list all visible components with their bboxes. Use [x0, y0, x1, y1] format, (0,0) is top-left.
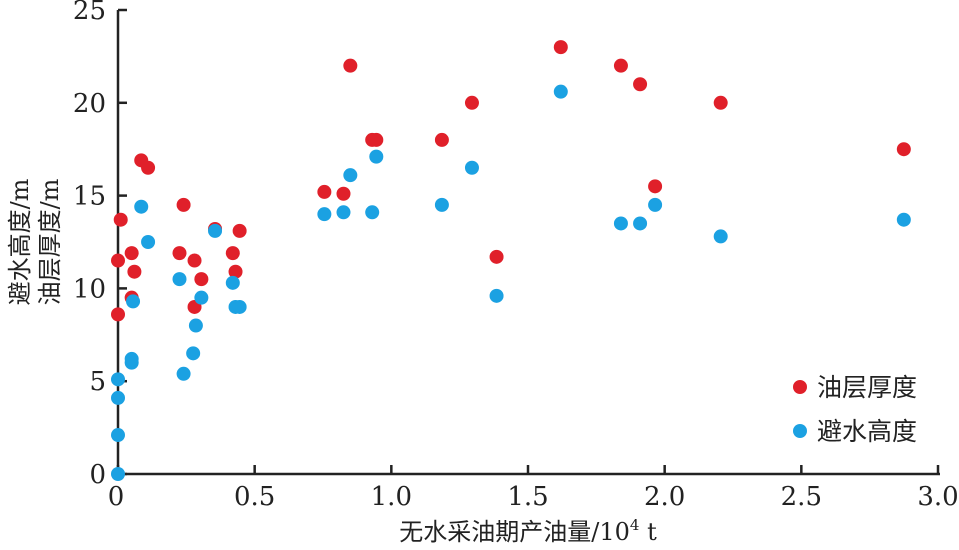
data-point — [124, 246, 139, 261]
legend-marker-water-avoid-height — [793, 424, 807, 438]
y-axis-title-line-1: 避水高度/m — [6, 178, 34, 305]
data-points — [111, 40, 911, 481]
x-tick-label: 0 — [108, 482, 125, 512]
x-tick-label: 2.5 — [781, 482, 822, 512]
data-point — [111, 390, 125, 405]
data-point — [434, 197, 449, 212]
data-point — [464, 160, 479, 175]
data-point — [194, 272, 209, 287]
data-point — [111, 467, 125, 481]
y-tick-label: 10 — [73, 274, 106, 304]
axis-ticks: 0 0.5 1.0 1.5 2.0 2.5 3.0 0 5 10 15 20 25 — [73, 0, 959, 512]
data-point — [111, 307, 125, 322]
y-tick-label: 20 — [73, 89, 106, 119]
y-axis-title-line-2: 油层厚度/m — [36, 178, 64, 305]
legend: 油层厚度 避水高度 — [793, 373, 917, 446]
y-tick-label: 5 — [89, 367, 106, 397]
data-point — [336, 205, 351, 220]
data-point — [208, 223, 223, 238]
data-point — [336, 186, 351, 201]
data-point — [553, 40, 568, 55]
data-point — [111, 253, 125, 268]
data-point — [365, 205, 380, 220]
data-point — [176, 366, 191, 381]
data-point — [434, 132, 449, 147]
data-point — [187, 253, 202, 268]
data-point — [232, 299, 247, 314]
data-point — [613, 216, 628, 231]
data-point — [228, 264, 243, 279]
data-point — [127, 264, 142, 279]
data-point — [369, 149, 384, 164]
data-point — [489, 249, 504, 264]
data-point — [464, 95, 479, 110]
data-point — [648, 197, 663, 212]
data-point — [172, 246, 187, 261]
x-tick-label: 0.5 — [234, 482, 275, 512]
data-point — [633, 77, 648, 92]
x-axis-title: 无水采油期产油量/104 t — [399, 516, 657, 546]
x-axis-title-superscript: 4 — [630, 516, 640, 534]
x-tick-label: 2.0 — [644, 482, 685, 512]
data-point — [553, 84, 568, 99]
data-point — [188, 318, 203, 333]
data-point — [141, 235, 156, 249]
data-point — [633, 216, 648, 231]
data-point — [176, 197, 191, 212]
data-point — [134, 199, 149, 214]
y-tick-label: 0 — [89, 460, 106, 490]
data-point — [225, 246, 240, 261]
x-axis-title-main: 无水采油期产油量/10 — [399, 518, 630, 546]
legend-marker-oil-thickness — [793, 380, 807, 394]
data-point — [172, 272, 187, 287]
data-point — [896, 212, 911, 227]
data-point — [343, 168, 358, 183]
data-point — [225, 275, 240, 290]
data-point — [194, 290, 209, 305]
y-tick-label: 15 — [73, 182, 106, 212]
data-point — [124, 351, 139, 366]
series-1 — [111, 84, 911, 481]
data-point — [317, 184, 332, 199]
data-point — [343, 58, 358, 73]
data-point — [648, 179, 663, 194]
data-point — [141, 160, 156, 175]
data-point — [113, 212, 128, 227]
data-point — [896, 142, 911, 157]
data-point — [613, 58, 628, 73]
x-axis-title-unit: t — [639, 518, 657, 546]
data-point — [186, 346, 201, 361]
data-point — [369, 132, 384, 147]
data-point — [111, 428, 125, 443]
data-point — [489, 288, 504, 303]
y-tick-label: 25 — [73, 0, 106, 26]
x-tick-label: 1.0 — [371, 482, 412, 512]
data-point — [317, 207, 332, 222]
legend-label-water-avoid-height: 避水高度 — [817, 417, 917, 446]
data-point — [111, 372, 125, 387]
data-point — [126, 294, 141, 309]
legend-label-oil-thickness: 油层厚度 — [817, 373, 917, 402]
series-0 — [111, 40, 911, 322]
data-point — [713, 95, 728, 110]
x-tick-label: 1.5 — [507, 482, 548, 512]
data-point — [713, 229, 728, 244]
x-tick-label: 3.0 — [917, 482, 958, 512]
data-point — [232, 223, 247, 238]
